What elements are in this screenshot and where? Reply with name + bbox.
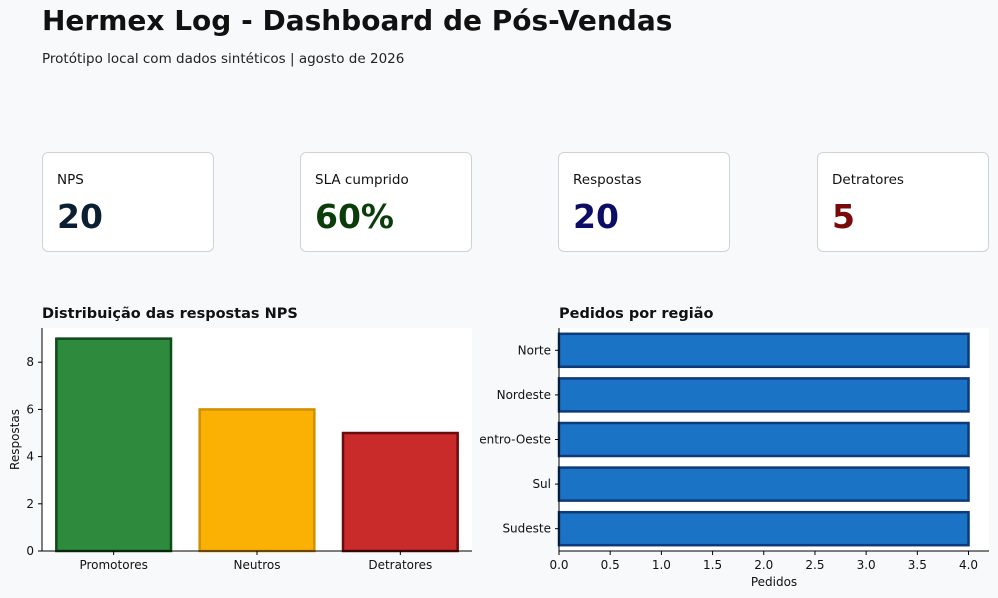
y-tick-label: 0 bbox=[26, 544, 34, 558]
x-tick-label: 2.5 bbox=[805, 558, 824, 572]
x-tick-label: 0.5 bbox=[601, 558, 620, 572]
region-orders-chart: Pedidos por região Norte Nordeste Centro-O… bbox=[480, 300, 998, 598]
x-tick-label: 1.5 bbox=[703, 558, 722, 572]
y-tick-label: 8 bbox=[26, 355, 34, 369]
kpi-card-respostas: Respostas 20 bbox=[558, 152, 730, 252]
y-tick-label: Centro-Oeste bbox=[480, 433, 551, 447]
bar-centro-oeste bbox=[557, 421, 970, 458]
nps-distribution-chart: Distribuição das respostas NPS Promotore… bbox=[0, 300, 480, 598]
x-tick-label: Detratores bbox=[368, 558, 432, 572]
x-tick-label: 3.5 bbox=[908, 558, 927, 572]
y-tick-label: 2 bbox=[26, 497, 34, 511]
x-tick-label: 0.0 bbox=[549, 558, 568, 572]
kpi-card-detratores: Detratores 5 bbox=[817, 152, 989, 252]
kpi-label: NPS bbox=[57, 172, 84, 188]
x-tick-label: 4.0 bbox=[959, 558, 978, 572]
x-tick-label: Promotores bbox=[79, 558, 147, 572]
x-axis-label: Pedidos bbox=[751, 575, 797, 589]
bar-promotores bbox=[55, 337, 173, 553]
kpi-card-sla: SLA cumprido 60% bbox=[300, 152, 472, 252]
dashboard-subtitle: Protótipo local com dados sintéticos | a… bbox=[42, 51, 405, 67]
bar-detratores bbox=[341, 431, 459, 553]
bar-norte bbox=[557, 332, 970, 369]
kpi-label: Respostas bbox=[573, 172, 642, 188]
kpi-card-nps: NPS 20 bbox=[42, 152, 214, 252]
kpi-label: SLA cumprido bbox=[315, 172, 409, 188]
x-tick-label: 2.0 bbox=[754, 558, 773, 572]
dashboard-title: Hermex Log - Dashboard de Pós-Vendas bbox=[42, 4, 673, 37]
bar-neutros bbox=[198, 408, 316, 553]
y-tick-label: 4 bbox=[26, 450, 34, 464]
bar-sudeste bbox=[557, 510, 970, 547]
x-tick-label: Neutros bbox=[234, 558, 281, 572]
y-tick-label: Sul bbox=[532, 477, 551, 491]
x-tick-label: 1.0 bbox=[652, 558, 671, 572]
region-orders-svg: Norte Nordeste Centro-Oeste Sul Sudeste 0.0 0.… bbox=[480, 328, 989, 589]
kpi-value: 60% bbox=[315, 197, 394, 236]
y-tick-label: Nordeste bbox=[497, 388, 551, 402]
kpi-label: Detratores bbox=[832, 172, 904, 188]
x-tick-label: 3.0 bbox=[857, 558, 876, 572]
nps-distribution-svg: Promotores Neutros Detratores 0 2 4 6 8 Resposta… bbox=[8, 328, 472, 572]
y-tick-label: Sudeste bbox=[502, 522, 551, 536]
bar-sul bbox=[557, 466, 970, 502]
chart-title: Distribuição das respostas NPS bbox=[42, 306, 298, 322]
chart-title: Pedidos por região bbox=[559, 306, 714, 322]
kpi-value: 20 bbox=[57, 197, 103, 236]
y-tick-label: Norte bbox=[518, 343, 551, 357]
bar-nordeste bbox=[557, 377, 970, 413]
kpi-value: 5 bbox=[832, 197, 855, 236]
kpi-value: 20 bbox=[573, 197, 619, 236]
y-axis-label: Respostas bbox=[8, 409, 22, 470]
y-tick-label: 6 bbox=[26, 402, 34, 416]
